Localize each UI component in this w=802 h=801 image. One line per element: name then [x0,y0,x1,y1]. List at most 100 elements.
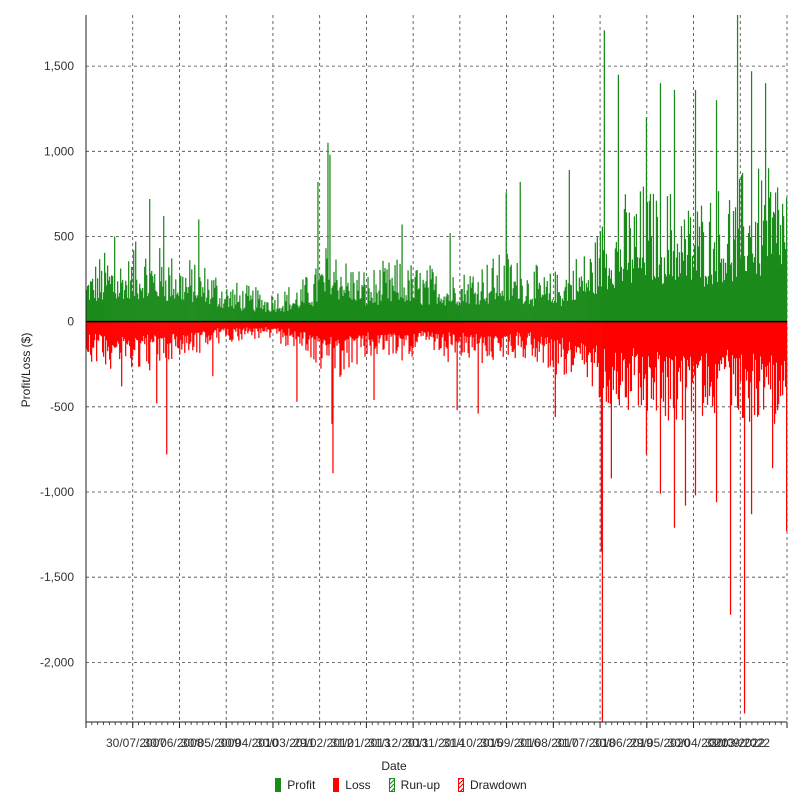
loss-bar [104,321,106,337]
profit-bar [738,179,741,322]
profit-bar [714,271,717,322]
profit-bar [500,296,502,322]
profit-bar [623,209,626,322]
profit-bar [754,221,757,322]
loss-bar [170,321,172,344]
profit-bar [116,298,118,322]
profit-bar [625,212,628,322]
loss-bar [580,321,582,344]
profit-bar [731,281,734,322]
loss-bar [363,321,365,346]
profit-bar [718,234,721,322]
profit-bar [126,285,128,322]
profit-bar [497,295,499,322]
profit-bar [775,243,778,322]
profit-bar [184,291,186,322]
loss-bar [185,321,187,337]
loss-bar [720,321,723,365]
x-axis-title: Date [381,759,407,773]
profit-bar [290,309,292,322]
profit-bar [402,298,404,322]
profit-bar [698,226,701,322]
profit-bar [229,298,231,322]
profit-bar [301,301,303,322]
profit-bar [272,303,274,322]
legend-item-loss[interactable]: Loss [333,778,371,792]
profit-bar [408,280,410,322]
profit-bar [309,302,311,322]
loss-bar [357,321,359,338]
loss-bar [414,321,416,347]
loss-bar [379,321,381,339]
loss-bar [220,321,222,332]
loss-bar [386,321,388,341]
profit-bar [225,299,227,322]
profit-bar [431,268,433,322]
loss-bar [760,321,763,370]
loss-bar [177,321,179,348]
loss-bar [744,321,747,369]
profit-bar [502,295,504,322]
loss-bar [508,321,510,342]
loss-bar [506,321,508,337]
loss-bar [400,321,402,339]
profit-bar [424,287,426,322]
profit-bar [429,265,431,322]
loss-bar [293,321,295,347]
profit-bar [772,211,775,322]
profit-bar [120,268,122,322]
profit-bar [702,232,705,322]
axes [85,15,788,728]
loss-bar [589,321,591,354]
y-tick-label: -1,000 [40,485,74,499]
loss-bar [461,321,463,353]
profit-bar [709,202,712,322]
profit-bar [323,282,325,322]
loss-bar [364,321,366,357]
profit-bar [565,279,567,322]
loss-bar [442,321,444,335]
profit-bar [426,270,428,322]
profit-bar [260,308,262,322]
loss-bar [499,321,501,351]
loss-bar [365,321,367,336]
profit-bar [668,274,671,322]
profit-bar [753,257,756,322]
loss-bar [151,321,153,340]
profit-bar [425,281,427,322]
loss-bar [426,321,428,337]
profit-bar [136,279,138,322]
profit-bar [115,293,117,322]
legend-item-drawdown[interactable]: Drawdown [458,778,527,792]
legend-item-runup[interactable]: Run-up [388,778,440,792]
profit-bar [214,287,216,322]
loss-bar [714,321,717,365]
loss-bar [398,321,400,336]
loss-bar [145,321,147,339]
profit-bar [217,306,219,322]
profit-bar [485,297,487,322]
profit-bar [562,300,564,322]
loss-bar [490,321,492,352]
loss-bar [647,321,650,357]
profit-bar [182,276,184,322]
profit-bar [531,298,533,322]
profit-bar [132,292,134,322]
loss-bar [745,321,748,381]
profit-bar [332,285,334,322]
loss-bar [464,321,466,337]
loss-bar [107,321,109,352]
loss-bar [639,321,642,388]
profit-bar [280,311,282,322]
profit-bar [746,255,749,322]
profit-bar [288,287,290,322]
legend-item-profit[interactable]: Profit [275,778,315,792]
profit-bar [682,260,685,322]
profit-bar [606,289,608,322]
profit-bar [488,293,490,322]
profit-bar [438,293,440,322]
loss-bar [113,321,115,347]
legend-label: Loss [345,778,371,792]
loss-bar [636,321,639,355]
profit-bar [144,266,146,322]
